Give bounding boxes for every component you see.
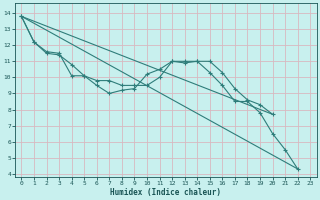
X-axis label: Humidex (Indice chaleur): Humidex (Indice chaleur) [110,188,221,197]
